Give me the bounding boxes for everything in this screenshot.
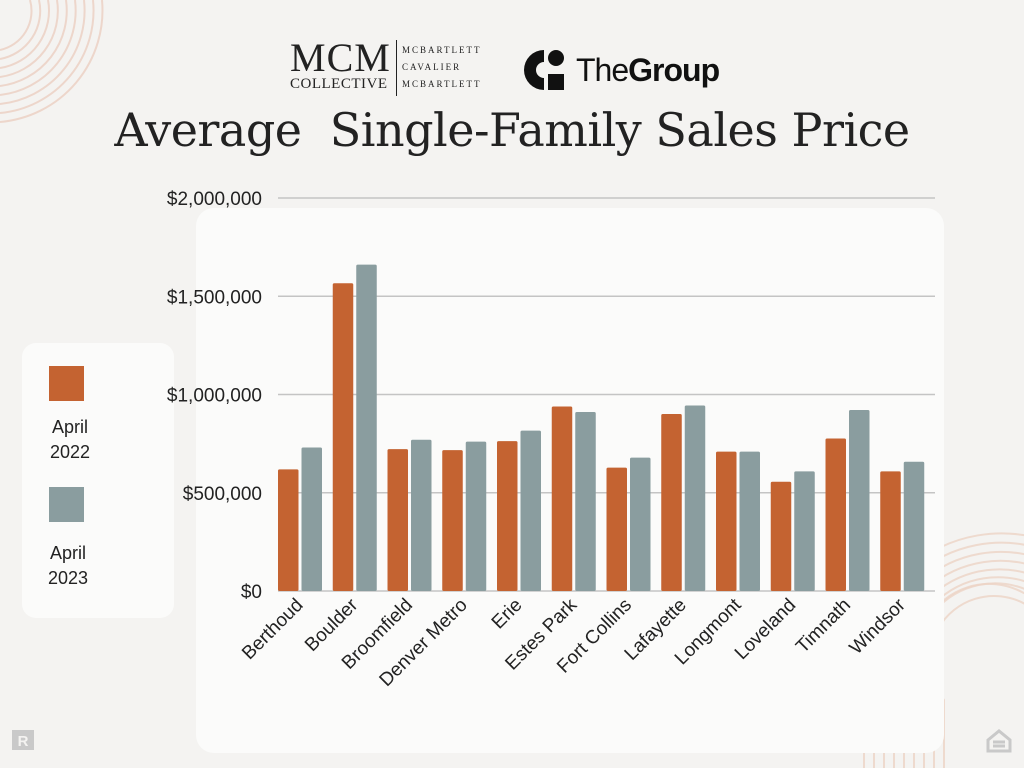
bar-april-2022	[716, 451, 737, 591]
mcm-name: MCBARTLETT	[402, 79, 482, 89]
mcm-name: CAVALIER	[402, 62, 462, 72]
bar-april-2023	[684, 405, 706, 591]
y-tick-label: $0	[241, 582, 262, 603]
bar-april-2023	[903, 461, 925, 591]
page-title: Average Single-Family Sales Price	[114, 103, 910, 157]
legend: April 2022 April 2023	[22, 343, 174, 618]
bar-april-2023	[849, 410, 870, 591]
bar-april-2023	[575, 411, 596, 591]
legend-swatch-2022	[49, 366, 84, 401]
bar-april-2022	[332, 283, 354, 591]
legend-label: 2022	[49, 442, 91, 462]
bar-april-2022	[442, 450, 463, 591]
bar-april-2023	[794, 471, 815, 591]
bar-april-2022	[825, 438, 846, 591]
legend-label: April	[51, 417, 88, 437]
y-tick-label: $1,000,000	[167, 386, 262, 407]
bar-april-2022	[606, 467, 627, 591]
mcm-name: MCBARTLETT	[402, 45, 482, 55]
y-tick-label: $1,500,000	[167, 287, 262, 308]
bar-april-2022	[880, 471, 901, 591]
mcm-logo-text: MCM	[290, 35, 391, 80]
bar-april-2022	[770, 481, 792, 591]
legend-label: April	[49, 543, 86, 563]
y-tick-label: $2,000,000	[167, 189, 262, 210]
bar-april-2023	[630, 457, 651, 591]
bar-april-2023	[411, 439, 432, 591]
bar-april-2022	[387, 449, 408, 591]
the-group-logo-icon	[524, 50, 564, 90]
realtor-icon: R	[12, 730, 34, 750]
y-tick-label: $500,000	[183, 484, 262, 505]
bar-april-2023	[520, 430, 541, 591]
legend-swatch-2023	[49, 487, 84, 522]
bar-april-2023	[739, 451, 760, 591]
bar-april-2022	[497, 441, 518, 591]
mcm-collective-logo: MCM COLLECTIVE MCBARTLETT CAVALIER MCBAR…	[290, 35, 479, 96]
bar-april-2022	[278, 469, 299, 591]
bar-april-2023	[301, 447, 322, 591]
the-group-logo: TheGroup	[522, 48, 720, 92]
legend-label: 2023	[47, 568, 89, 588]
bar-april-2022	[661, 413, 682, 591]
equal-housing-icon	[986, 729, 1012, 753]
bar-april-2023	[465, 441, 487, 591]
mcm-logo-subtext: COLLECTIVE	[290, 76, 388, 92]
logo-text-the: The	[576, 51, 629, 88]
svg-text:R: R	[18, 733, 29, 750]
bar-april-2023	[356, 264, 377, 591]
bar-april-2022	[551, 406, 573, 591]
logo-text-group: Group	[628, 51, 720, 88]
